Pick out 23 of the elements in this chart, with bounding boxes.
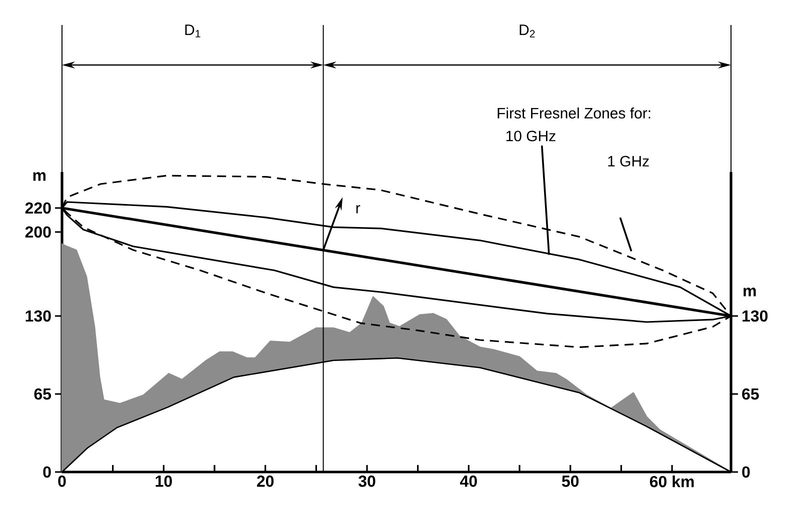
x-tick-label: 10 [156,476,172,487]
y2-tick-label: 65 [742,388,759,400]
y-tick-label: 130 [26,310,51,322]
y-tick-label: 220 [25,202,51,214]
text: First Fresnel Zones for: [498,107,650,118]
x-tick-label: 40 [460,476,477,487]
y2-axis-title: m [744,288,756,296]
y2-tick-label: 0 [742,466,750,478]
y2-tick-label: 130 [742,310,768,322]
y-tick-label: 0 [43,466,51,478]
text: D$_{1}$ [185,24,200,38]
x-tick-label: 50 [562,476,579,487]
y-axis-title: m [33,172,46,181]
text: 1 GHz [608,156,649,166]
annotation: r [356,205,360,214]
x-tick-label: 0 [58,476,66,487]
text: D$_{2}$ [520,24,535,38]
x-tick-label: 30 [358,476,376,487]
y-tick-label: 200 [25,226,51,238]
x-tick-label: 60 km [650,476,694,488]
text: 10 GHz [506,130,556,142]
y-tick-label: 65 [34,388,52,400]
x-tick-label: 20 [257,476,274,487]
